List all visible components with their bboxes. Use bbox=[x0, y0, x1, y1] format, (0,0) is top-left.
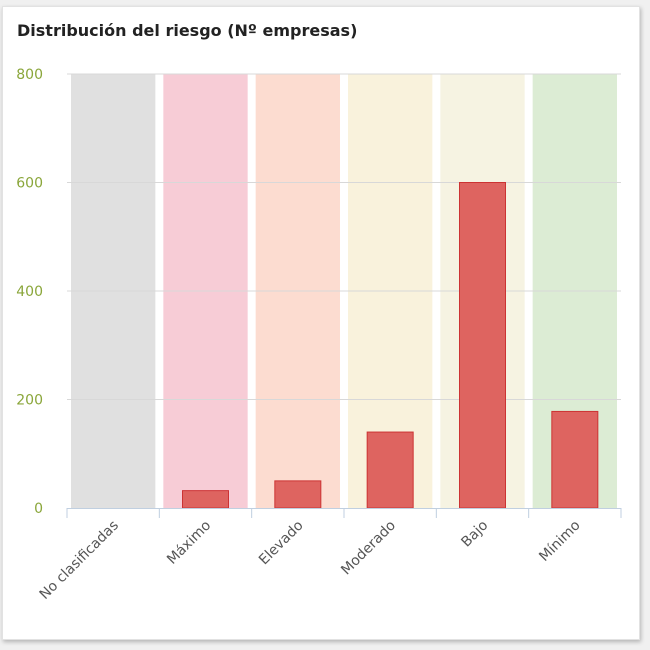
y-tick-labels: 0 200 400 600 800 bbox=[16, 67, 43, 517]
x-tick-label: Bajo bbox=[458, 518, 491, 551]
x-tick-labels: No clasificadas Máximo Elevado Moderado Bajo… bbox=[37, 518, 584, 603]
chart-title: Distribución del riesgo (Nº empresas) bbox=[17, 21, 358, 40]
bar bbox=[459, 182, 506, 509]
bar bbox=[274, 480, 322, 509]
y-tick-label: 200 bbox=[16, 393, 43, 409]
y-tick-label: 400 bbox=[16, 284, 43, 300]
x-tick-label: Mínimo bbox=[536, 518, 583, 565]
bars bbox=[182, 182, 599, 509]
y-tick-label: 800 bbox=[16, 67, 43, 83]
y-tick-label: 0 bbox=[34, 501, 43, 517]
bar bbox=[182, 490, 229, 509]
x-tick-label: Moderado bbox=[338, 518, 399, 579]
x-axis bbox=[66, 508, 622, 518]
y-tick-label: 600 bbox=[16, 176, 43, 192]
x-tick-label: No clasificadas bbox=[37, 518, 122, 603]
x-tick-label: Máximo bbox=[164, 518, 214, 568]
gridlines bbox=[67, 73, 621, 400]
bar bbox=[551, 410, 599, 509]
bar bbox=[366, 431, 414, 509]
x-tick-label: Elevado bbox=[256, 518, 307, 569]
